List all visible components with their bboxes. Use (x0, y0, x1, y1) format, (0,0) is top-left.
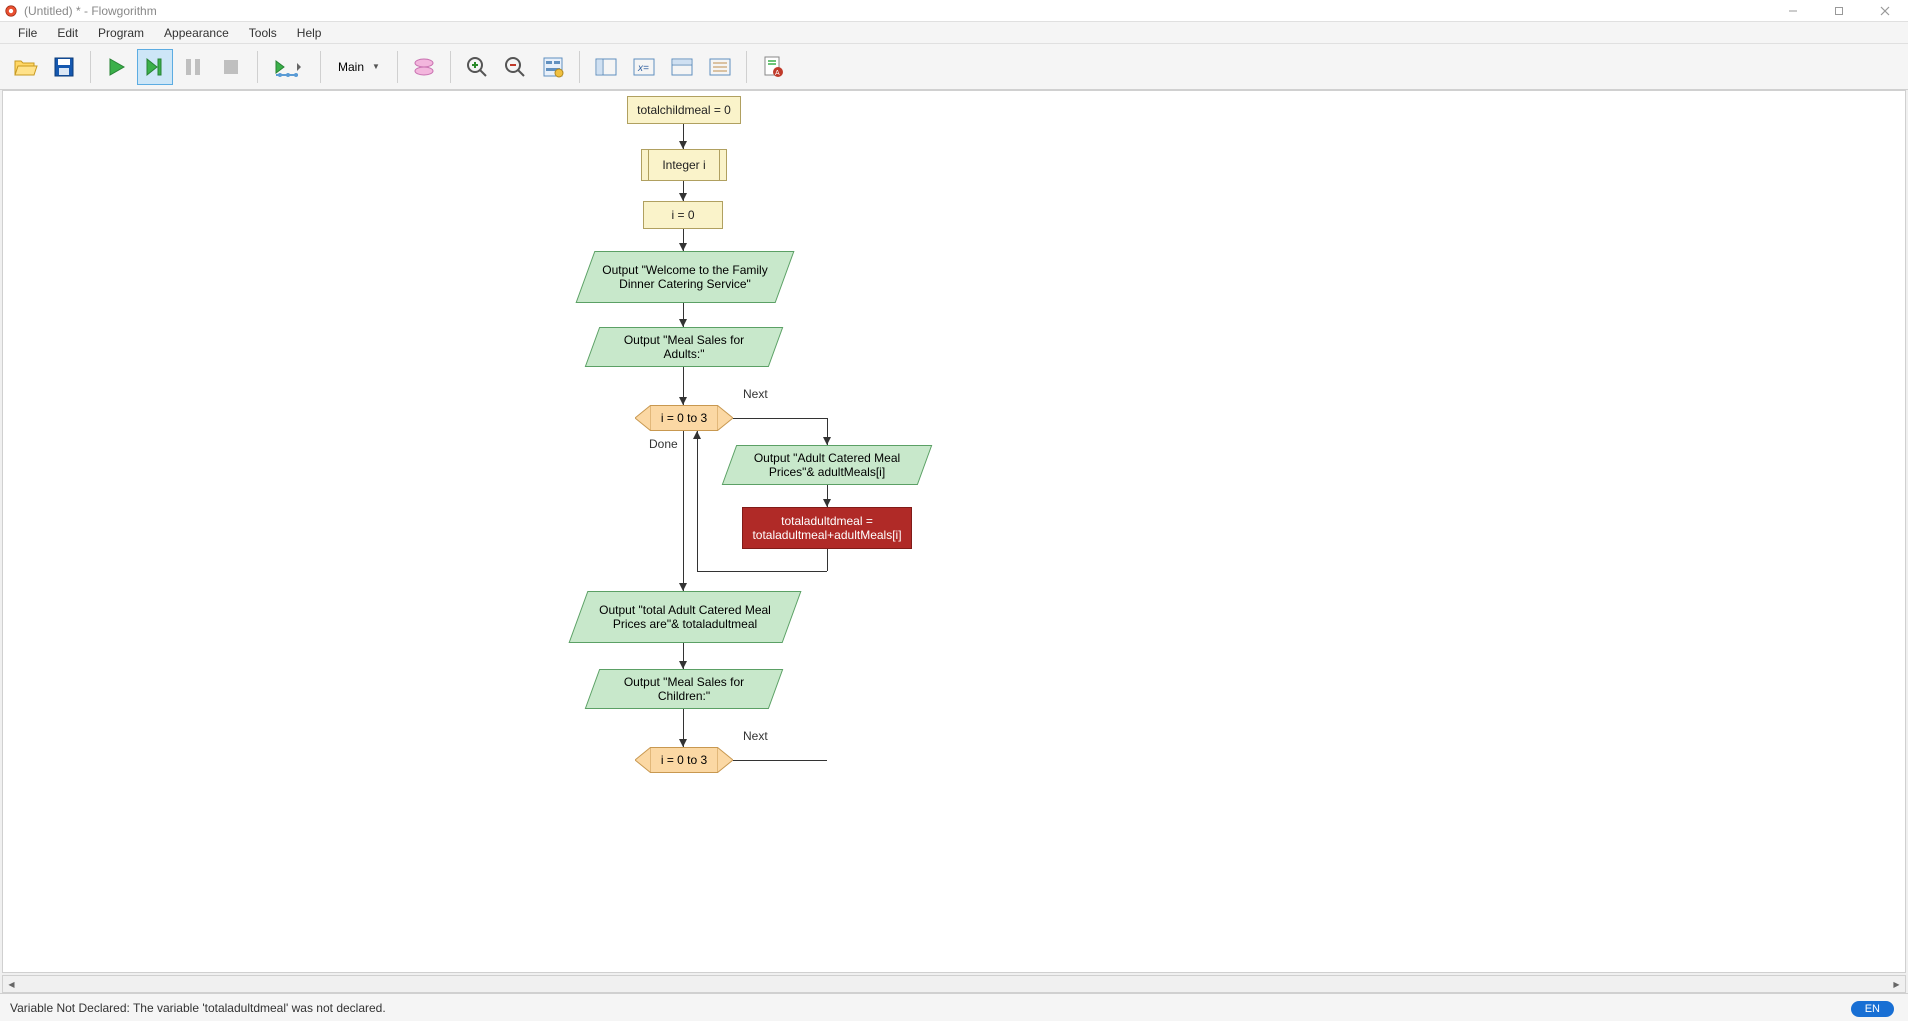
toolbar-separator (320, 51, 321, 83)
toolbar-separator (257, 51, 258, 83)
panel1-button[interactable] (588, 49, 624, 85)
menubar: File Edit Program Appearance Tools Help (0, 22, 1908, 44)
app-icon (4, 4, 18, 18)
scroll-right-icon[interactable]: ▶ (1888, 976, 1905, 992)
status-message: Variable Not Declared: The variable 'tot… (10, 1001, 386, 1015)
horizontal-scrollbar[interactable]: ◀ ▶ (2, 975, 1906, 993)
flowchart-output-node[interactable]: Output "total Adult Catered Meal Prices … (578, 591, 792, 643)
menu-file[interactable]: File (8, 24, 47, 42)
toolbar-separator (90, 51, 91, 83)
svg-text:x=: x= (637, 63, 649, 74)
language-badge[interactable]: EN (1851, 1001, 1894, 1017)
panel3-button[interactable] (664, 49, 700, 85)
panel4-button[interactable] (702, 49, 738, 85)
window-controls (1770, 0, 1908, 22)
flowchart-loop-node[interactable]: i = 0 to 3 (635, 405, 733, 431)
statusbar: Variable Not Declared: The variable 'tot… (0, 993, 1908, 1021)
function-dropdown[interactable]: Main ▼ (329, 53, 389, 81)
flowchart-output-node[interactable]: Output "Meal Sales for Children:" (592, 669, 776, 709)
window-title: (Untitled) * - Flowgorithm (24, 4, 157, 18)
svg-text:A: A (775, 70, 780, 77)
flowchart-output-node[interactable]: Output "Adult Catered Meal Prices"& adul… (729, 445, 925, 485)
zoom-in-button[interactable] (459, 49, 495, 85)
menu-tools[interactable]: Tools (239, 24, 287, 42)
step-button[interactable] (137, 49, 173, 85)
pause-button[interactable] (175, 49, 211, 85)
flowchart-node[interactable]: totalchildmeal = 0 (627, 96, 741, 124)
scroll-left-icon[interactable]: ◀ (3, 976, 20, 992)
flowchart-loop-node[interactable]: i = 0 to 3 (635, 747, 733, 773)
menu-edit[interactable]: Edit (47, 24, 88, 42)
speed-button[interactable] (266, 49, 312, 85)
function-dropdown-label: Main (338, 60, 364, 74)
run-button[interactable] (99, 49, 135, 85)
open-button[interactable] (8, 49, 44, 85)
chevron-down-icon: ▼ (372, 62, 380, 71)
flowchart-node[interactable]: totaladultdmeal = totaladultmeal+adultMe… (742, 507, 912, 549)
menu-program[interactable]: Program (88, 24, 154, 42)
panel2-button[interactable]: x= (626, 49, 662, 85)
toolbar-separator (450, 51, 451, 83)
flowchart-node[interactable]: i = 0 (643, 201, 723, 229)
layout-button[interactable] (535, 49, 571, 85)
stop-button[interactable] (213, 49, 249, 85)
flowchart-canvas[interactable]: totalchildmeal = 0 Integer i i = 0 Output "… (2, 90, 1906, 973)
titlebar: (Untitled) * - Flowgorithm (0, 0, 1908, 22)
close-button[interactable] (1862, 0, 1908, 22)
toolbar: Main ▼ x= A (0, 44, 1908, 90)
toolbar-separator (397, 51, 398, 83)
maximize-button[interactable] (1816, 0, 1862, 22)
save-button[interactable] (46, 49, 82, 85)
flowchart-node[interactable]: Integer i (641, 149, 727, 181)
menu-help[interactable]: Help (287, 24, 332, 42)
menu-appearance[interactable]: Appearance (154, 24, 239, 42)
flowchart-output-node[interactable]: Output "Welcome to the Family Dinner Cat… (585, 251, 785, 303)
export-button[interactable]: A (755, 49, 791, 85)
minimize-button[interactable] (1770, 0, 1816, 22)
flowchart-output-node[interactable]: Output "Meal Sales for Adults:" (592, 327, 776, 367)
toolbar-separator (746, 51, 747, 83)
shapes-button[interactable] (406, 49, 442, 85)
toolbar-separator (579, 51, 580, 83)
zoom-out-button[interactable] (497, 49, 533, 85)
